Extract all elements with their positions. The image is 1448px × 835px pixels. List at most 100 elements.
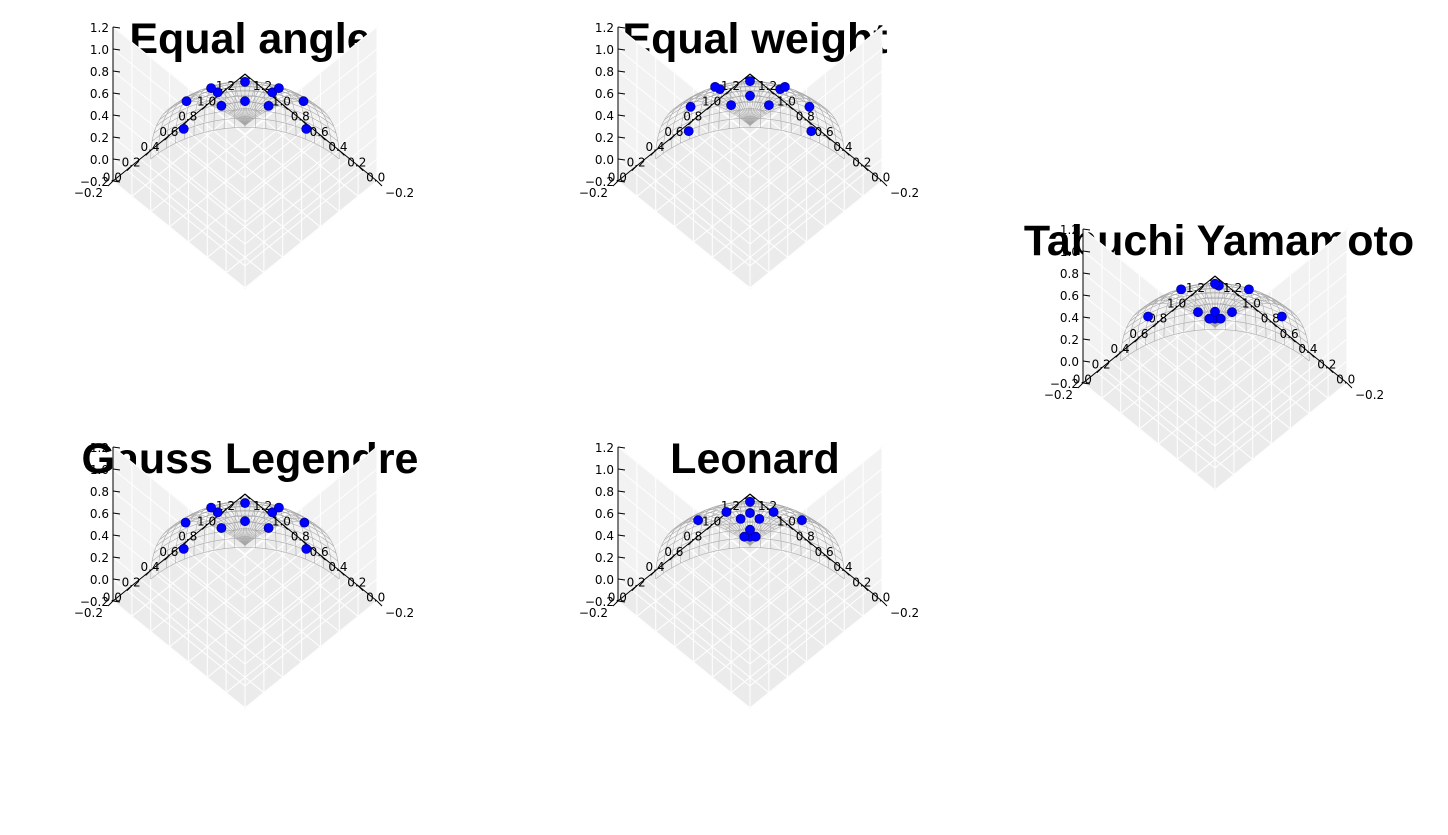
z-tick xyxy=(617,158,626,161)
x-tick xyxy=(1233,290,1240,297)
grid-line xyxy=(244,446,378,555)
z-tick-label: 0.0 xyxy=(90,573,109,587)
z-tick xyxy=(617,136,626,139)
y-tick-label: 0.6 xyxy=(664,545,683,559)
grid-line xyxy=(188,119,321,228)
grid-line xyxy=(112,534,246,643)
grid-line xyxy=(225,88,359,197)
z-tick xyxy=(617,556,626,559)
wire-meridian xyxy=(244,88,306,140)
x-tick-label: 1.0 xyxy=(777,94,796,108)
data-point xyxy=(301,124,312,134)
grid-line xyxy=(655,150,789,258)
x-tick xyxy=(357,165,364,172)
grid-line xyxy=(749,26,883,135)
z-tick xyxy=(112,534,121,537)
grid-line xyxy=(749,136,883,245)
grid-line xyxy=(244,136,378,245)
wire-meridian xyxy=(1214,285,1247,333)
x-tick-label: −0.2 xyxy=(1355,388,1384,402)
data-point xyxy=(1210,278,1220,289)
grid-line xyxy=(674,119,807,228)
z-tick-label: 1.2 xyxy=(90,21,109,35)
data-point xyxy=(710,81,720,92)
grid-line xyxy=(1101,367,1235,476)
wire-meridian xyxy=(244,503,277,551)
z-tick-label: 1.0 xyxy=(595,463,614,477)
z-tick-label: 1.2 xyxy=(595,21,614,35)
grid xyxy=(112,446,378,709)
data-point xyxy=(178,124,189,134)
grid-line xyxy=(1082,360,1216,469)
grid-line xyxy=(674,134,807,243)
z-tick-label: 1.2 xyxy=(1060,223,1079,237)
z-tick xyxy=(617,26,626,29)
x-tick xyxy=(1290,336,1296,343)
wire-meridian xyxy=(244,501,267,549)
y-tick-label: −0.2 xyxy=(1044,388,1073,402)
grid-line xyxy=(674,539,807,648)
wire-meridian xyxy=(175,91,246,144)
data-point xyxy=(1176,284,1186,295)
x-tick-label: 0.2 xyxy=(852,155,871,169)
x-tick-label: 0.2 xyxy=(347,155,366,169)
x-tick-label: −0.2 xyxy=(890,606,919,620)
grid-line xyxy=(206,150,340,258)
data-point xyxy=(745,90,755,101)
grid-line xyxy=(617,180,751,289)
z-tick xyxy=(112,70,121,73)
y-tick-label: 0.4 xyxy=(140,560,159,574)
z-tick-label: 0.4 xyxy=(595,109,614,123)
grid-line xyxy=(225,585,359,694)
y-tick xyxy=(631,165,638,172)
x-tick xyxy=(301,539,307,546)
data-point xyxy=(721,507,732,517)
wire-meridian xyxy=(1154,290,1216,342)
panel-title: Leonard xyxy=(670,435,840,483)
x-tick xyxy=(843,150,850,156)
y-tick-label: 1.0 xyxy=(702,94,721,108)
x-tick-label: 0.8 xyxy=(1261,312,1280,326)
z-tick xyxy=(1082,294,1091,297)
axes-3d-equal-angle: −0.2−0.2 −0.20.00.0 0.00.20.2 0.20.40.4 0.40… xyxy=(74,21,414,290)
z-tick-label: 0.8 xyxy=(90,65,109,79)
data-point xyxy=(240,76,250,87)
x-tick-label: 0.6 xyxy=(1280,327,1299,341)
z-tick xyxy=(617,534,626,537)
y-tick xyxy=(688,119,694,126)
z-tick-label: 0.2 xyxy=(1060,333,1079,347)
z-tick xyxy=(617,446,626,449)
y-tick xyxy=(1096,367,1103,374)
grid-line xyxy=(617,136,751,245)
x-tick-label: 0.6 xyxy=(310,545,329,559)
grid-line xyxy=(244,114,378,223)
grid-line xyxy=(1082,382,1216,491)
x-tick xyxy=(806,119,812,126)
x-tick-label: 1.2 xyxy=(1223,281,1242,295)
z-tick xyxy=(112,446,121,449)
z-tick-label: 0.6 xyxy=(595,507,614,521)
z-tick-label: 1.2 xyxy=(90,441,109,455)
z-tick xyxy=(617,490,626,493)
grid xyxy=(112,26,378,289)
data-point xyxy=(683,126,694,136)
y-tick xyxy=(183,119,189,126)
grid-line xyxy=(1139,336,1272,445)
y-tick-label: 0.8 xyxy=(683,530,702,544)
grid-line xyxy=(1082,316,1216,425)
x-tick xyxy=(787,104,794,110)
grid-line xyxy=(636,88,770,197)
z-tick-label: 0.2 xyxy=(90,131,109,145)
y-tick-label: 0.0 xyxy=(608,591,627,605)
z-tick xyxy=(617,114,626,117)
y-tick xyxy=(725,88,732,95)
axes-3d-equal-weight: −0.2−0.2 −0.20.00.0 0.00.20.2 0.20.40.4 0.40… xyxy=(579,21,919,290)
x-tick-label: 0.4 xyxy=(833,140,852,154)
grid-line xyxy=(150,570,284,678)
z-tick xyxy=(617,578,626,581)
z-tick-label: 0.8 xyxy=(1060,267,1079,281)
y-tick-label: 0.6 xyxy=(1129,327,1148,341)
grid-line xyxy=(674,554,807,663)
wire-meridian xyxy=(749,83,782,131)
data-points xyxy=(693,496,807,542)
